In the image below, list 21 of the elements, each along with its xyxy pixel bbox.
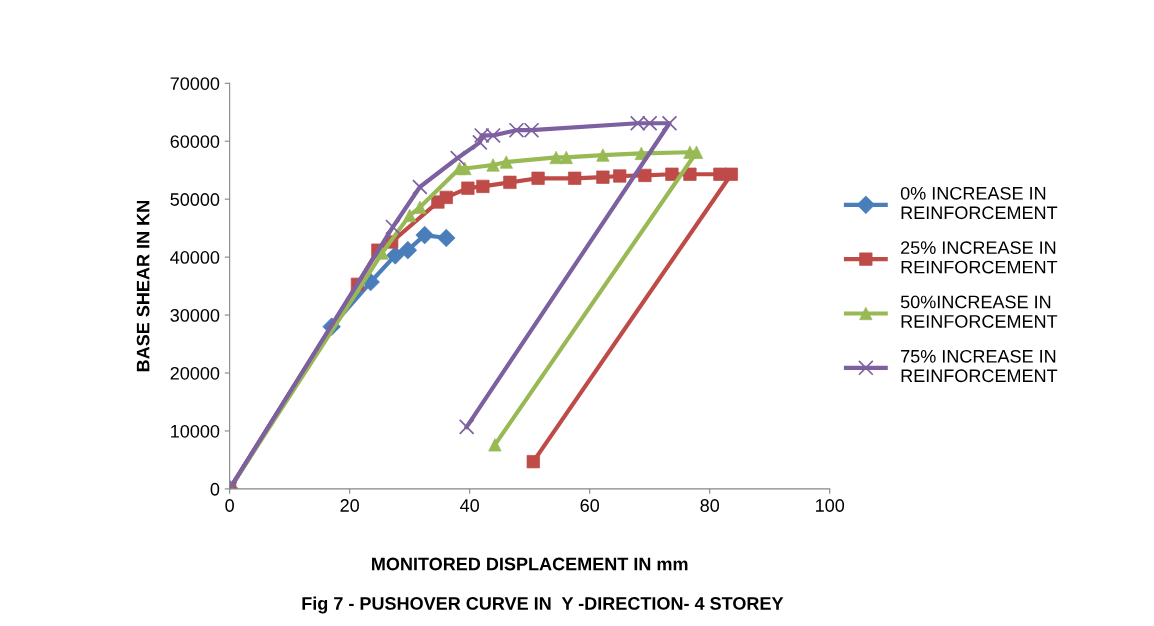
x-tick-label: 100 — [816, 499, 845, 512]
x-axis-title: MONITORED DISPLACEMENT IN mm — [372, 557, 688, 571]
y-axis-title: BASE SHEAR IN KN — [136, 201, 150, 372]
legend-label: 75% INCREASE IN REINFORCEMENT — [901, 349, 1058, 383]
y-tick-label: 50000 — [170, 193, 220, 206]
legend-label: 25% INCREASE IN REINFORCEMENT — [901, 241, 1058, 274]
y-tick-label: 10000 — [171, 424, 220, 438]
x-tick-label: 80 — [700, 499, 720, 512]
legend-label: 50%INCREASE IN REINFORCEMENT — [900, 295, 1058, 328]
x-tick-label: 20 — [340, 499, 359, 512]
y-tick-label: 30000 — [170, 308, 220, 322]
y-tick-label: 40000 — [170, 251, 220, 264]
legend-label: 0% INCREASE IN REINFORCEMENT — [900, 186, 1058, 220]
y-tick-label: 20000 — [170, 366, 220, 380]
x-tick-label: 40 — [460, 499, 480, 512]
caption: Fig 7 - PUSHOVER CURVE IN Y -DIRECTION- 4 STOREY — [302, 596, 784, 614]
y-tick-label: 60000 — [170, 135, 220, 148]
y-tick-label: 70000 — [170, 77, 220, 90]
y-tick-label: 0 — [210, 482, 220, 496]
x-tick-label: 60 — [580, 499, 600, 512]
x-tick-label: 0 — [225, 499, 234, 512]
